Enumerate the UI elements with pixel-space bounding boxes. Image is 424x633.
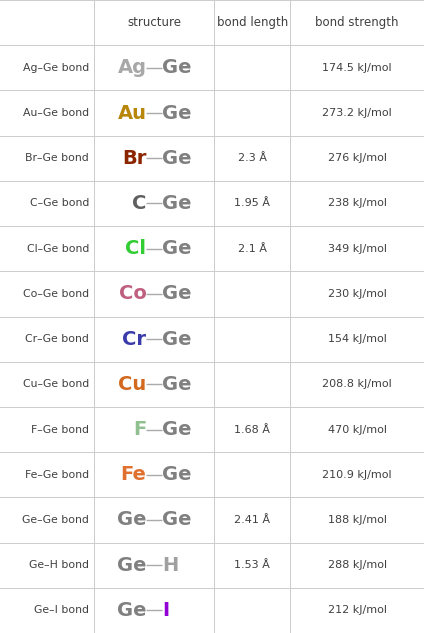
Text: Fe: Fe [120,465,147,484]
Text: 210.9 kJ/mol: 210.9 kJ/mol [322,470,392,480]
Text: H: H [162,556,178,575]
Text: F–Ge bond: F–Ge bond [31,425,89,434]
Text: Br–Ge bond: Br–Ge bond [25,153,89,163]
Text: Cl: Cl [126,239,147,258]
Text: Ge: Ge [162,149,191,168]
Text: 2.41 Å: 2.41 Å [234,515,271,525]
Text: Ge–I bond: Ge–I bond [34,605,89,615]
Text: 230 kJ/mol: 230 kJ/mol [328,289,387,299]
Text: Ge: Ge [117,510,147,529]
Text: Ge: Ge [162,284,191,303]
Text: 238 kJ/mol: 238 kJ/mol [328,199,387,208]
Text: Cr–Ge bond: Cr–Ge bond [25,334,89,344]
Text: Ge: Ge [117,601,147,620]
Text: Ge: Ge [162,510,191,529]
Text: Ge: Ge [162,104,191,123]
Text: 188 kJ/mol: 188 kJ/mol [328,515,387,525]
Text: Ge: Ge [162,465,191,484]
Text: bond strength: bond strength [315,16,399,29]
Text: Ge: Ge [162,58,191,77]
Text: 1.53 Å: 1.53 Å [234,560,270,570]
Text: Cu: Cu [118,375,147,394]
Text: I: I [162,601,169,620]
Text: Au–Ge bond: Au–Ge bond [23,108,89,118]
Text: Ag: Ag [117,58,147,77]
Text: 276 kJ/mol: 276 kJ/mol [328,153,387,163]
Text: 470 kJ/mol: 470 kJ/mol [328,425,387,434]
Text: Ag–Ge bond: Ag–Ge bond [23,63,89,73]
Text: 212 kJ/mol: 212 kJ/mol [328,605,387,615]
Text: structure: structure [127,16,181,29]
Text: bond length: bond length [217,16,288,29]
Text: 174.5 kJ/mol: 174.5 kJ/mol [322,63,392,73]
Text: Co: Co [119,284,147,303]
Text: Ge: Ge [162,194,191,213]
Text: Ge: Ge [162,330,191,349]
Text: 288 kJ/mol: 288 kJ/mol [328,560,387,570]
Text: Ge: Ge [117,556,147,575]
Text: Ge: Ge [162,420,191,439]
Text: Cr: Cr [123,330,147,349]
Text: Ge–H bond: Ge–H bond [29,560,89,570]
Text: Ge: Ge [162,239,191,258]
Text: Ge: Ge [162,375,191,394]
Text: 1.68 Å: 1.68 Å [234,425,270,434]
Text: Cl–Ge bond: Cl–Ge bond [27,244,89,254]
Text: Au: Au [117,104,147,123]
Text: C: C [132,194,147,213]
Text: 273.2 kJ/mol: 273.2 kJ/mol [322,108,392,118]
Text: C–Ge bond: C–Ge bond [30,199,89,208]
Text: Co–Ge bond: Co–Ge bond [23,289,89,299]
Text: 2.1 Å: 2.1 Å [238,244,267,254]
Text: Cu–Ge bond: Cu–Ge bond [23,379,89,389]
Text: Fe–Ge bond: Fe–Ge bond [25,470,89,480]
Text: 208.8 kJ/mol: 208.8 kJ/mol [322,379,392,389]
Text: F: F [133,420,147,439]
Text: Br: Br [122,149,147,168]
Text: 349 kJ/mol: 349 kJ/mol [328,244,387,254]
Text: 1.95 Å: 1.95 Å [234,199,270,208]
Text: 154 kJ/mol: 154 kJ/mol [328,334,387,344]
Text: 2.3 Å: 2.3 Å [238,153,267,163]
Text: Ge–Ge bond: Ge–Ge bond [22,515,89,525]
